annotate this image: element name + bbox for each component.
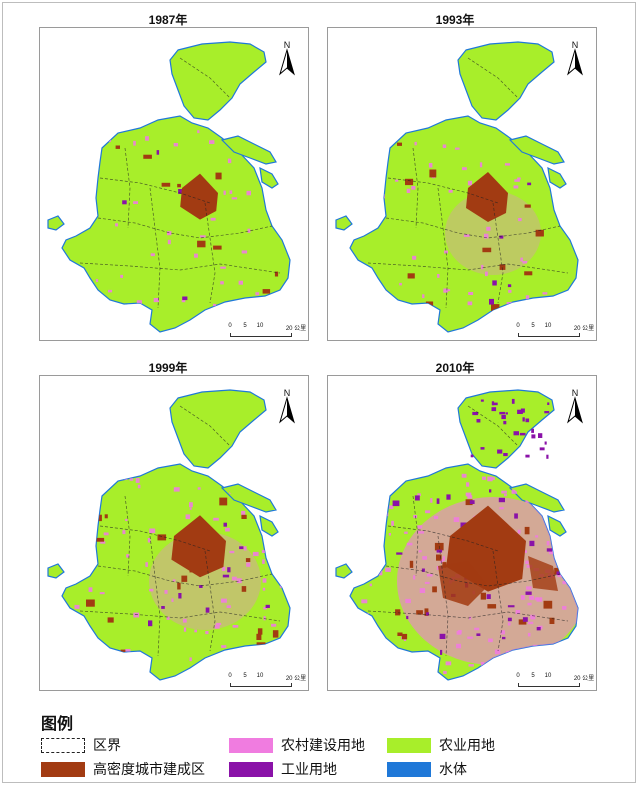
legend-item-district-boundary: 区界 [41,736,121,754]
scale-bar: 0 5 10 20 公里 [516,673,596,690]
map-panel-1993: N 0 5 10 20 公里 [327,27,597,341]
legend-swatch [41,737,85,753]
legend-item-urban-built-up: 高密度城市建成区 [41,760,205,778]
legend-swatch [41,761,85,777]
scale-bar: 0 5 10 20 公里 [516,323,596,340]
legend-swatch [229,737,273,753]
map-panel-1987: N 0 5 10 20 公里 [39,27,309,341]
legend-item-water: 水体 [387,760,467,778]
shanghai-map-1999 [47,389,291,681]
shanghai-map-2010 [335,389,579,681]
north-arrow-icon: N [564,388,586,428]
north-arrow-icon: N [564,40,586,80]
scale-bar: 0 5 10 20 公里 [228,673,308,690]
year-title-2010: 2010年 [435,361,475,375]
north-arrow-icon: N [276,40,298,80]
year-title-1993: 1993年 [435,13,475,27]
year-title-1987: 1987年 [148,13,188,27]
shanghai-map-1993 [335,41,579,333]
scale-bar: 0 5 10 20 公里 [228,323,308,340]
legend-item-industrial: 工业用地 [229,760,337,778]
legend-item-rural-construction: 农村建设用地 [229,736,365,754]
year-title-1999: 1999年 [148,361,188,375]
north-arrow-icon: N [276,388,298,428]
shanghai-map-1987 [47,41,291,333]
legend-swatch [387,761,431,777]
legend-title: 图例 [41,714,74,733]
map-legend: 图例 区界 农村建设用地 农业用地 高密度城市建成区 工业用地 水体 [41,710,601,782]
legend-swatch [229,761,273,777]
map-panel-2010: N 0 5 10 20 公里 [327,375,597,691]
legend-swatch [387,737,431,753]
map-panel-1999: N 0 5 10 20 公里 [39,375,309,691]
legend-item-agricultural: 农业用地 [387,736,495,754]
